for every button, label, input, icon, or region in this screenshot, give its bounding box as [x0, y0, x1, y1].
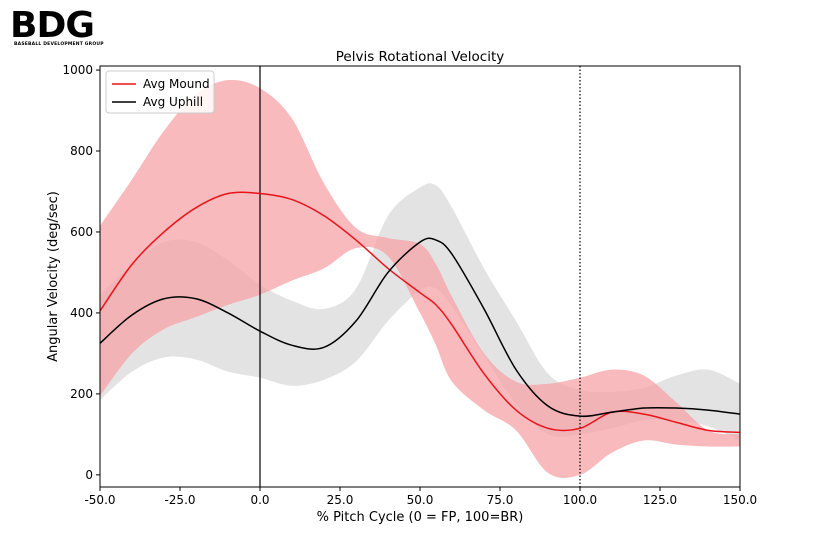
x-axis-ticks: -50.0 -25.0 0.0 25.0 50.0 75.0 100.0 125.0 150.0: [84, 487, 757, 507]
legend: Avg Mound Avg Uphill: [105, 70, 215, 114]
x-tick-label: 75.0: [487, 493, 514, 507]
x-axis-label: % Pitch Cycle (0 = FP, 100=BR): [317, 510, 524, 525]
y-tick-label: 400: [70, 306, 93, 320]
legend-label: Avg Mound: [143, 77, 210, 91]
bdg-logo: BDG BASEBALL DEVELOPMENT GROUP: [10, 8, 106, 54]
y-tick-label: 0: [85, 468, 93, 482]
y-tick-label: 1000: [62, 63, 93, 77]
series-line-avg-uphill: [99, 237, 741, 418]
x-tick-label: -25.0: [164, 493, 195, 507]
series-line-avg-mound: [99, 191, 741, 434]
y-axis-label: Angular Velocity (deg/sec): [46, 191, 61, 362]
y-tick-label: 600: [70, 225, 93, 239]
chart-title: Pelvis Rotational Velocity: [336, 49, 505, 65]
x-tick-label: 0.0: [250, 493, 269, 507]
logo-text: BDG: [10, 5, 95, 46]
y-tick-label: 800: [70, 144, 93, 158]
x-tick-label: 25.0: [327, 493, 354, 507]
series-lines: [99, 191, 741, 434]
y-axis-ticks: 0 200 400 600 800 1000: [62, 63, 100, 482]
x-tick-label: 125.0: [643, 493, 677, 507]
x-tick-label: 150.0: [723, 493, 757, 507]
y-tick-label: 200: [70, 387, 93, 401]
band-avg-mound: [100, 79, 740, 478]
legend-label: Avg Uphill: [143, 95, 203, 109]
x-tick-label: 50.0: [407, 493, 434, 507]
x-tick-label: -50.0: [84, 493, 115, 507]
logo-subtitle: BASEBALL DEVELOPMENT GROUP: [14, 42, 104, 47]
confidence-bands: [100, 79, 740, 478]
x-tick-label: 100.0: [563, 493, 597, 507]
